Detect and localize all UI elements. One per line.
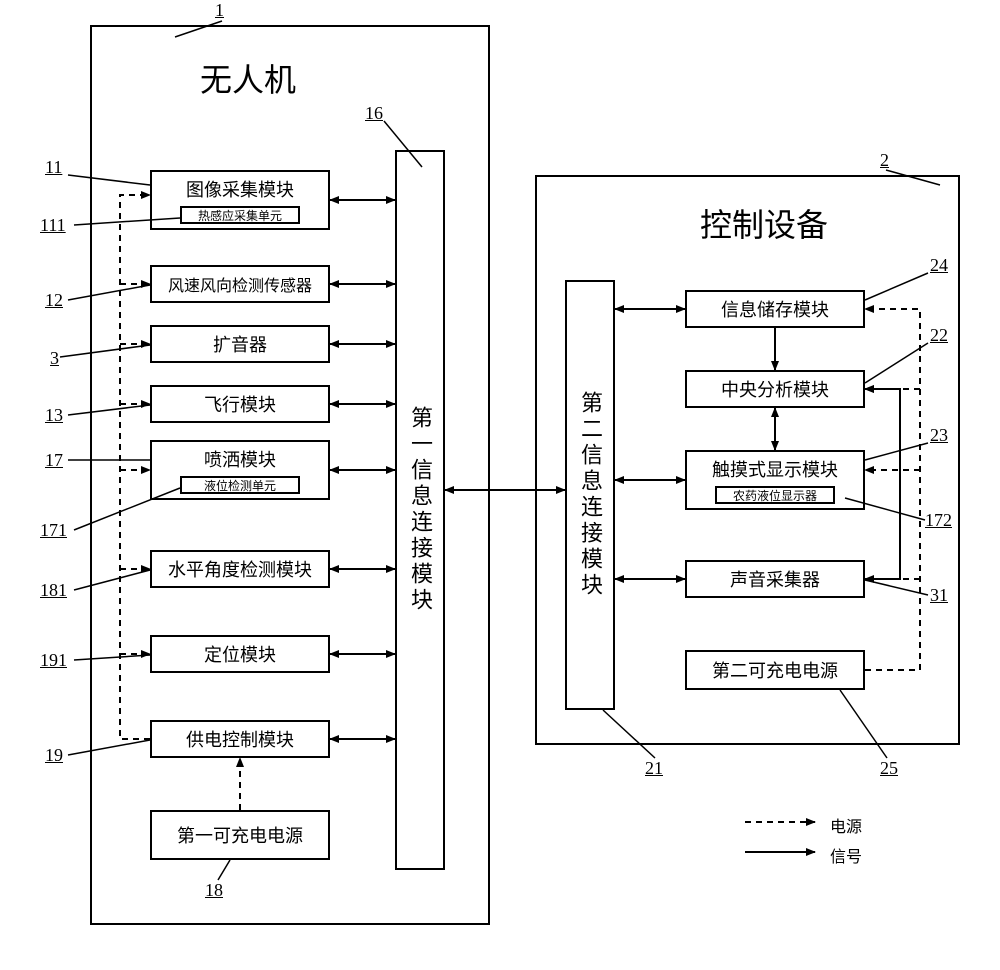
ref-drone: 1 — [215, 0, 224, 21]
label-touch-display: 触摸式显示模块 — [712, 456, 838, 482]
module-angle: 水平角度检测模块 — [150, 550, 330, 588]
ref-172: 172 — [925, 510, 952, 531]
label-flight: 飞行模块 — [204, 391, 276, 417]
module-comm1: 第一信息连接模块 — [395, 150, 445, 870]
ref-111: 111 — [40, 215, 66, 236]
label-spray: 喷洒模块 — [204, 446, 276, 472]
module-comm2: 第二信息连接模块 — [565, 280, 615, 710]
module-image-capture: 图像采集模块 热感应采集单元 — [150, 170, 330, 230]
legend-signal: 信号 — [830, 843, 862, 867]
ref-13: 13 — [45, 405, 63, 426]
drone-title: 无人机 — [200, 55, 296, 101]
module-positioning: 定位模块 — [150, 635, 330, 673]
label-power-ctrl: 供电控制模块 — [186, 726, 294, 752]
label-central: 中央分析模块 — [721, 376, 829, 402]
label-comm2: 第二信息连接模块 — [574, 391, 606, 599]
legend-power: 电源 — [830, 813, 862, 837]
ref-23: 23 — [930, 425, 948, 446]
label-amplifier: 扩音器 — [213, 331, 267, 357]
module-battery1: 第一可充电电源 — [150, 810, 330, 860]
label-storage: 信息储存模块 — [721, 296, 829, 322]
label-sound: 声音采集器 — [730, 566, 820, 592]
ref-18: 18 — [205, 880, 223, 901]
ref-17: 17 — [45, 450, 63, 471]
ref-171: 171 — [40, 520, 67, 541]
label-pesticide-display: 农药液位显示器 — [733, 487, 817, 504]
module-touch-display: 触摸式显示模块 农药液位显示器 — [685, 450, 865, 510]
ref-22: 22 — [930, 325, 948, 346]
ref-24: 24 — [930, 255, 948, 276]
ref-11: 11 — [45, 157, 62, 178]
label-angle: 水平角度检测模块 — [168, 556, 312, 582]
module-battery2: 第二可充电电源 — [685, 650, 865, 690]
module-amplifier: 扩音器 — [150, 325, 330, 363]
label-battery1: 第一可充电电源 — [177, 822, 303, 848]
ref-25: 25 — [880, 758, 898, 779]
controller-title: 控制设备 — [700, 200, 828, 246]
label-comm1: 第一信息连接模块 — [404, 406, 436, 614]
sub-thermal: 热感应采集单元 — [180, 206, 300, 224]
ref-controller: 2 — [880, 150, 889, 171]
module-central: 中央分析模块 — [685, 370, 865, 408]
ref-16: 16 — [365, 103, 383, 124]
module-sound: 声音采集器 — [685, 560, 865, 598]
module-power-ctrl: 供电控制模块 — [150, 720, 330, 758]
module-wind: 风速风向检测传感器 — [150, 265, 330, 303]
ref-19: 19 — [45, 745, 63, 766]
ref-181: 181 — [40, 580, 67, 601]
label-thermal: 热感应采集单元 — [198, 207, 282, 224]
ref-31: 31 — [930, 585, 948, 606]
ref-3: 3 — [50, 348, 59, 369]
ref-21: 21 — [645, 758, 663, 779]
label-battery2: 第二可充电电源 — [712, 657, 838, 683]
label-wind: 风速风向检测传感器 — [168, 272, 312, 296]
ref-191: 191 — [40, 650, 67, 671]
label-image-capture: 图像采集模块 — [186, 176, 294, 202]
label-positioning: 定位模块 — [204, 641, 276, 667]
ref-12: 12 — [45, 290, 63, 311]
module-storage: 信息储存模块 — [685, 290, 865, 328]
module-spray: 喷洒模块 液位检测单元 — [150, 440, 330, 500]
sub-liquid: 液位检测单元 — [180, 476, 300, 494]
label-liquid: 液位检测单元 — [204, 477, 276, 494]
module-flight: 飞行模块 — [150, 385, 330, 423]
sub-pesticide-display: 农药液位显示器 — [715, 486, 835, 504]
